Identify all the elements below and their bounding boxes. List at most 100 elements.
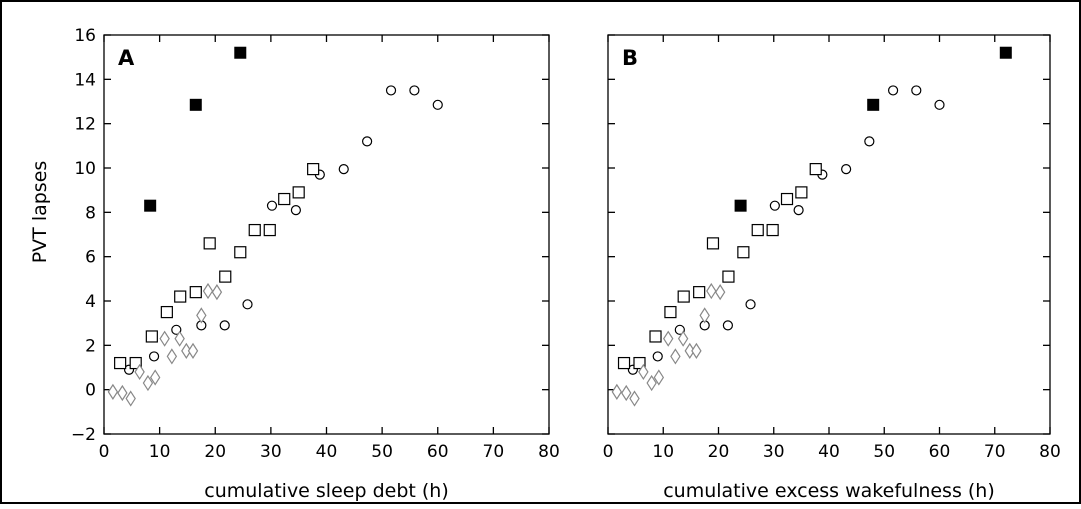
data-point-diamond (174, 330, 185, 347)
x-tick-label: 60 (929, 442, 951, 462)
x-tick-label: 60 (427, 442, 449, 462)
data-point-square (722, 270, 735, 283)
x-tick-label: 20 (708, 442, 730, 462)
data-point-diamond (706, 282, 717, 300)
data-point-diamond (621, 384, 632, 402)
data-point-square (737, 246, 750, 259)
data-point-circle (219, 320, 230, 331)
x-tick-label: 0 (603, 442, 614, 462)
x-tick-label: 0 (99, 442, 110, 462)
data-point-diamond (142, 374, 154, 392)
y-tick-label: 2 (85, 336, 96, 356)
data-point-circle (290, 205, 302, 216)
data-point-circle (432, 99, 443, 110)
data-point-diamond (677, 330, 689, 347)
data-point-diamond (166, 348, 178, 365)
data-point-circle (841, 164, 852, 175)
x-tick-label: 50 (371, 442, 393, 462)
x-axis-label: cumulative sleep debt (h) (204, 480, 449, 502)
data-point-circle (745, 299, 756, 310)
data-point-square (780, 192, 794, 206)
data-point-square (114, 356, 127, 370)
data-point-filled-square (867, 98, 880, 111)
data-point-square (203, 237, 216, 250)
data-point-diamond (611, 383, 623, 400)
data-point-circle (722, 320, 733, 331)
data-point-square (693, 286, 706, 299)
data-point-square (234, 246, 247, 259)
data-point-diamond (691, 342, 702, 359)
data-point-circle (911, 85, 922, 96)
data-point-circle (864, 136, 875, 147)
y-tick-label: −2 (71, 425, 96, 445)
data-point-filled-square (734, 199, 747, 212)
data-point-square (649, 330, 662, 343)
data-point-circle (934, 99, 945, 110)
data-point-square (219, 270, 232, 283)
x-tick-label: 10 (652, 442, 674, 462)
data-point-circle (769, 200, 780, 211)
data-point-square (633, 356, 646, 370)
data-point-square (129, 356, 142, 370)
y-tick-label: 4 (85, 292, 96, 312)
data-point-diamond (638, 363, 649, 381)
data-point-circle (148, 351, 160, 362)
data-point-square (809, 163, 822, 176)
panel-a: 0 10 20 30 40 50 60 70 80−20246810121416cumulati… (71, 26, 560, 502)
y-tick-label: 16 (74, 26, 96, 46)
data-point-diamond (134, 363, 145, 381)
data-point-circle (652, 351, 663, 362)
data-point-filled-square (999, 46, 1012, 59)
data-point-diamond (714, 284, 726, 301)
data-point-diamond (196, 307, 207, 324)
data-point-diamond (629, 390, 640, 407)
data-point-circle (793, 205, 804, 216)
x-tick-label: 70 (984, 442, 1006, 462)
x-tick-label: 10 (149, 442, 171, 462)
x-tick-label: 80 (538, 442, 560, 462)
data-point-square (766, 223, 779, 237)
data-point-diamond (202, 282, 214, 300)
data-point-diamond (670, 348, 681, 365)
y-tick-label: 10 (74, 159, 96, 179)
data-point-square (174, 290, 187, 303)
data-point-filled-square (144, 199, 157, 212)
data-point-square (292, 186, 305, 199)
data-point-square (617, 356, 631, 370)
y-tick-label: 14 (74, 70, 96, 90)
data-point-square (677, 290, 690, 303)
y-tick-label: 8 (85, 203, 96, 223)
data-point-square (751, 223, 764, 237)
data-point-square (263, 223, 276, 237)
panel-label: B (622, 46, 638, 70)
x-axis-label: cumulative excess wakefulness (h) (663, 480, 995, 502)
data-point-diamond (159, 330, 170, 347)
x-tick-label: 20 (204, 442, 226, 462)
data-point-square (248, 223, 261, 237)
x-tick-label: 40 (818, 442, 840, 462)
data-point-circle (266, 200, 278, 211)
y-axis-label: PVT lapses (29, 161, 51, 264)
data-point-circle (887, 85, 899, 96)
data-point-diamond (646, 374, 657, 392)
data-point-circle (674, 324, 685, 335)
data-point-diamond (187, 342, 199, 359)
data-point-square (706, 237, 720, 250)
y-tick-label: 0 (85, 381, 96, 401)
x-tick-label: 70 (483, 442, 505, 462)
data-point-square (664, 305, 677, 319)
data-point-diamond (149, 369, 161, 386)
data-point-square (278, 192, 291, 206)
panel-b: 0 10 20 30 40 50 60 70 80 cumulative excess wakef… (603, 34, 1061, 502)
data-point-diamond (699, 307, 710, 324)
data-point-square (160, 305, 173, 319)
data-point-diamond (117, 384, 128, 402)
data-point-diamond (663, 330, 674, 347)
data-point-diamond (653, 369, 665, 386)
x-tick-label: 80 (1039, 442, 1061, 462)
x-tick-label: 30 (260, 442, 282, 462)
data-point-filled-square (189, 98, 202, 111)
